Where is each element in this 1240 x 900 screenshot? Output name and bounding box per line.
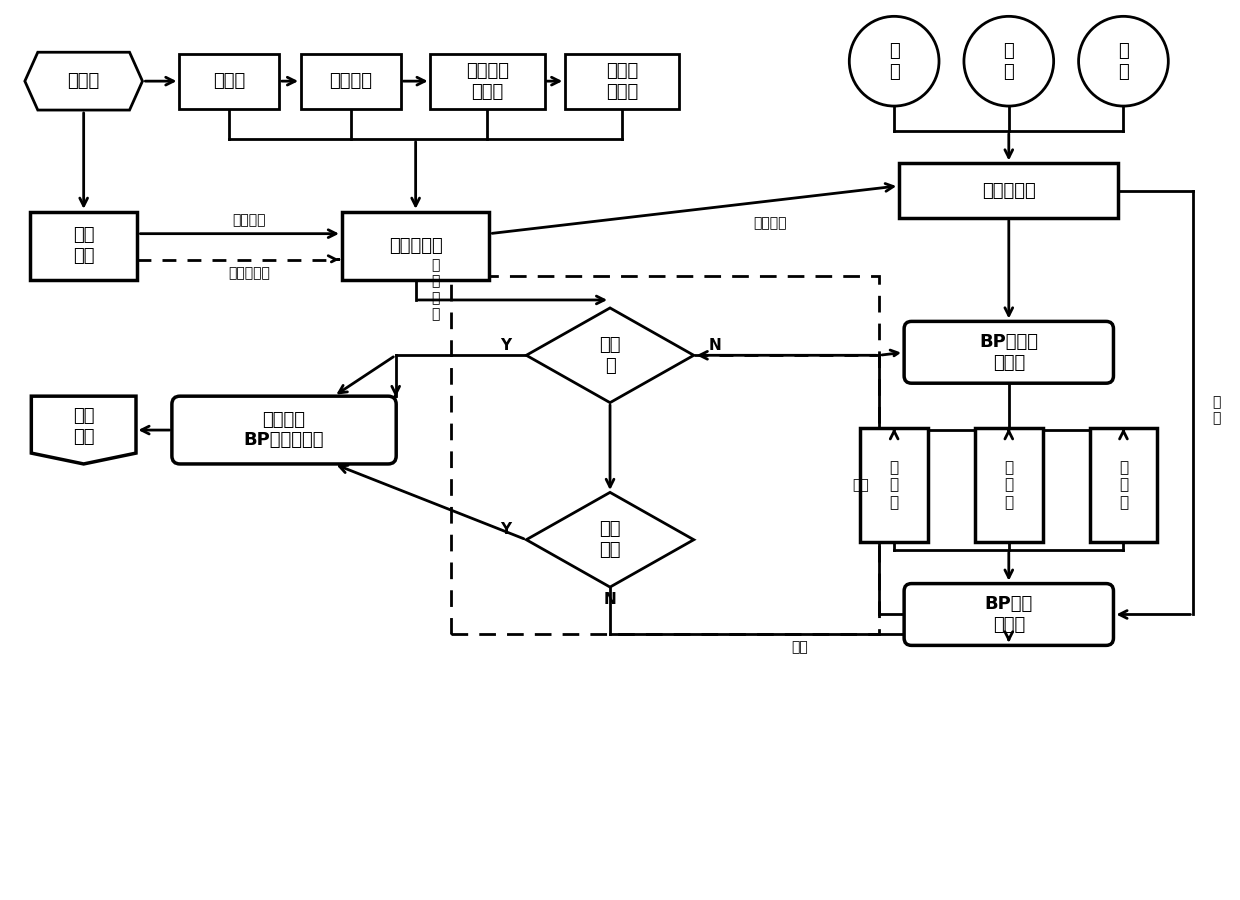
Polygon shape: [526, 308, 693, 402]
Text: Y: Y: [500, 338, 511, 353]
Polygon shape: [526, 492, 693, 587]
Text: 训练后的
BP网络分类器: 训练后的 BP网络分类器: [244, 410, 325, 449]
Text: 检测: 检测: [852, 478, 869, 492]
FancyBboxPatch shape: [172, 396, 397, 464]
Text: 输
出
层: 输 出 层: [1118, 460, 1128, 509]
Bar: [342, 212, 490, 280]
Text: 图像
采集: 图像 采集: [73, 226, 94, 265]
Circle shape: [1079, 16, 1168, 106]
Circle shape: [849, 16, 939, 106]
Text: N: N: [708, 338, 722, 353]
Bar: [899, 164, 1118, 218]
Text: 识别
时间: 识别 时间: [599, 520, 621, 559]
Text: 图像预处理: 图像预处理: [389, 237, 443, 255]
Bar: [564, 54, 680, 109]
Polygon shape: [25, 52, 143, 110]
Text: 训练样本: 训练样本: [753, 217, 786, 230]
Text: 灰度化: 灰度化: [213, 72, 246, 90]
Text: BP网络
分类器: BP网络 分类器: [985, 595, 1033, 634]
Text: Y: Y: [500, 522, 511, 537]
Text: 纹
理: 纹 理: [1118, 41, 1128, 81]
Text: 训
练: 训 练: [1211, 395, 1220, 425]
Polygon shape: [31, 396, 136, 464]
Text: 初始化: 初始化: [67, 72, 99, 90]
Text: 杂草
识别: 杂草 识别: [73, 407, 94, 446]
Bar: [180, 54, 279, 109]
Bar: [430, 54, 544, 109]
FancyBboxPatch shape: [904, 583, 1114, 645]
FancyBboxPatch shape: [904, 321, 1114, 383]
Text: 新杂草图像: 新杂草图像: [228, 266, 270, 281]
Text: 反馈: 反馈: [791, 641, 807, 654]
Text: 检
测
样
本: 检 测 样 本: [432, 258, 440, 321]
Bar: [30, 212, 138, 280]
Bar: [861, 428, 928, 542]
Text: 颜
色: 颜 色: [889, 41, 899, 81]
Text: 形
态: 形 态: [1003, 41, 1014, 81]
Text: 隐
含
层: 隐 含 层: [1004, 460, 1013, 509]
Text: N: N: [604, 592, 616, 607]
Text: 波波处理: 波波处理: [330, 72, 372, 90]
Text: 识别
率: 识别 率: [599, 336, 621, 374]
Text: 形态学
后处理: 形态学 后处理: [606, 62, 639, 101]
Text: BP神经网
络设计: BP神经网 络设计: [980, 333, 1038, 372]
Bar: [1090, 428, 1157, 542]
Circle shape: [963, 16, 1054, 106]
Bar: [301, 54, 401, 109]
Text: 阈值分割
二值化: 阈值分割 二值化: [466, 62, 508, 101]
Bar: [975, 428, 1043, 542]
Text: 杂草图像: 杂草图像: [232, 212, 265, 227]
Text: 多特征融合: 多特征融合: [982, 182, 1035, 200]
Text: 输
入
层: 输 入 层: [889, 460, 899, 509]
